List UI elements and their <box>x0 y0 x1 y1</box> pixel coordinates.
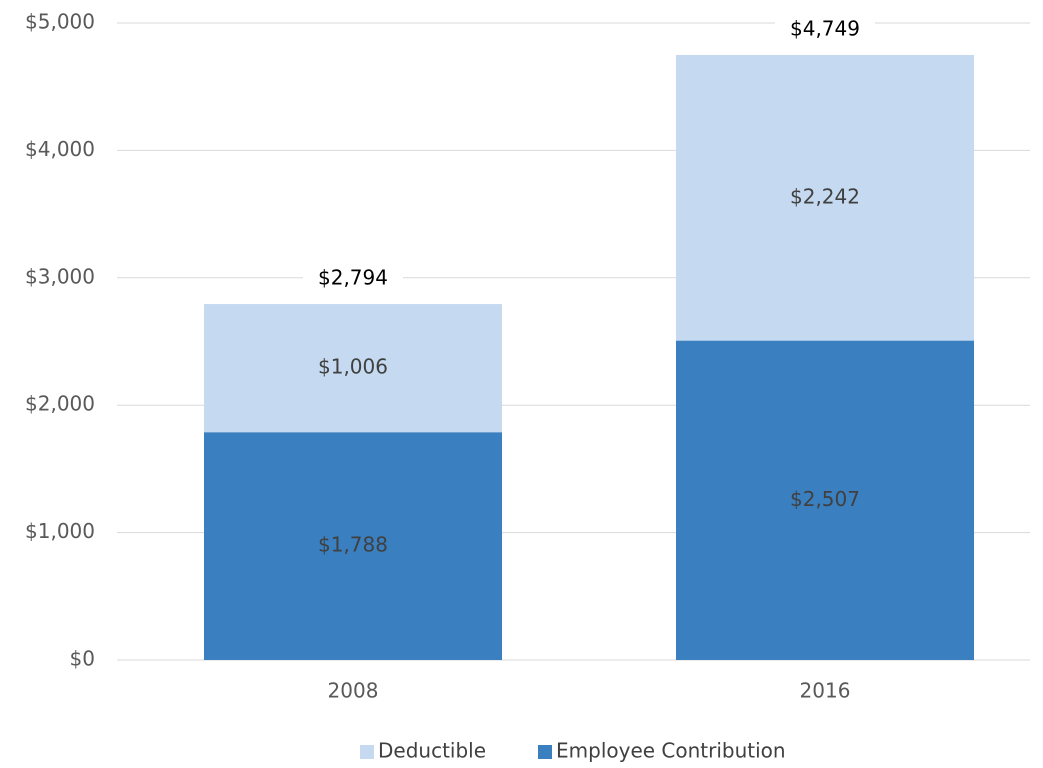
y-tick-label: $5,000 <box>25 10 95 34</box>
total-label: $4,749 <box>790 16 860 40</box>
value-label: $2,242 <box>790 184 860 208</box>
total-label: $2,794 <box>318 266 388 290</box>
total-label-bg <box>775 16 875 43</box>
legend-swatch <box>538 745 552 759</box>
y-tick-label: $0 <box>70 647 95 671</box>
bar-segment <box>204 432 502 660</box>
value-label: $1,006 <box>318 355 388 379</box>
y-tick-label: $4,000 <box>25 137 95 161</box>
bar-segment <box>204 304 502 433</box>
legend-label: Deductible <box>378 739 486 763</box>
x-tick-label: 2016 <box>800 679 851 703</box>
value-label: $2,507 <box>790 487 860 511</box>
bar-segment <box>676 54 974 341</box>
legend-label: Employee Contribution <box>556 739 786 763</box>
total-label-bg <box>303 266 403 293</box>
y-tick-label: $3,000 <box>25 264 95 288</box>
legend-swatch <box>360 745 374 759</box>
value-label: $1,788 <box>318 533 388 557</box>
y-tick-label: $1,000 <box>25 519 95 543</box>
bar-segment <box>676 340 974 660</box>
x-tick-label: 2008 <box>328 679 379 703</box>
y-tick-label: $2,000 <box>25 392 95 416</box>
